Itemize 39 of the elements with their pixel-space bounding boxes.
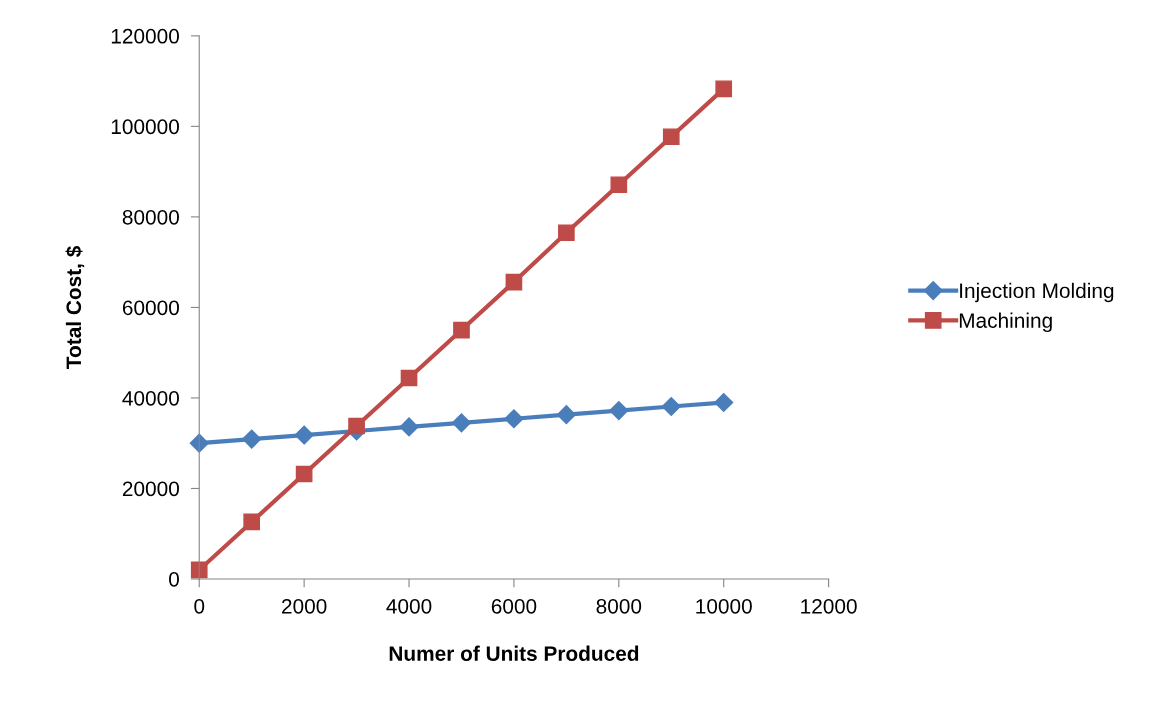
y-tick-label: 100000: [111, 119, 179, 135]
point: [451, 413, 472, 433]
point: [556, 405, 576, 425]
point: [400, 369, 418, 387]
x-tick-label: 4000: [386, 598, 432, 614]
point: [243, 513, 261, 531]
point: [453, 321, 470, 339]
y-tick-label: 60000: [122, 300, 179, 316]
y-tick-label: 40000: [122, 390, 179, 406]
y-tick-label: 120000: [111, 28, 179, 44]
y-axis-title: Total Cost, $: [65, 245, 85, 369]
x-tick-label: 2000: [282, 598, 327, 614]
point: [715, 80, 733, 98]
y-tick-label: 20000: [122, 481, 179, 497]
point: [348, 417, 365, 435]
point: [294, 425, 314, 445]
point: [189, 433, 209, 453]
point: [558, 224, 575, 242]
x-tick-label: 0: [194, 598, 205, 614]
y-tick-label: 0: [169, 571, 179, 587]
point: [610, 176, 628, 194]
point: [242, 429, 262, 449]
x-tick-label: 10000: [696, 598, 752, 614]
point: [609, 401, 629, 421]
x-axis-title: Numer of Units Produced: [389, 645, 639, 661]
x-tick-label: 8000: [596, 598, 642, 614]
point: [504, 409, 524, 429]
point: [295, 465, 313, 483]
point: [662, 128, 680, 146]
point: [190, 561, 208, 579]
y-tick-label: 80000: [122, 209, 179, 225]
x-tick-label: 12000: [801, 598, 857, 614]
point: [399, 417, 419, 437]
point: [661, 397, 681, 417]
point: [714, 392, 734, 412]
point: [505, 273, 523, 291]
legend-label: Injection Molding: [960, 282, 1114, 303]
legend-label: Machining: [959, 312, 1052, 333]
x-tick-label: 6000: [491, 598, 537, 614]
